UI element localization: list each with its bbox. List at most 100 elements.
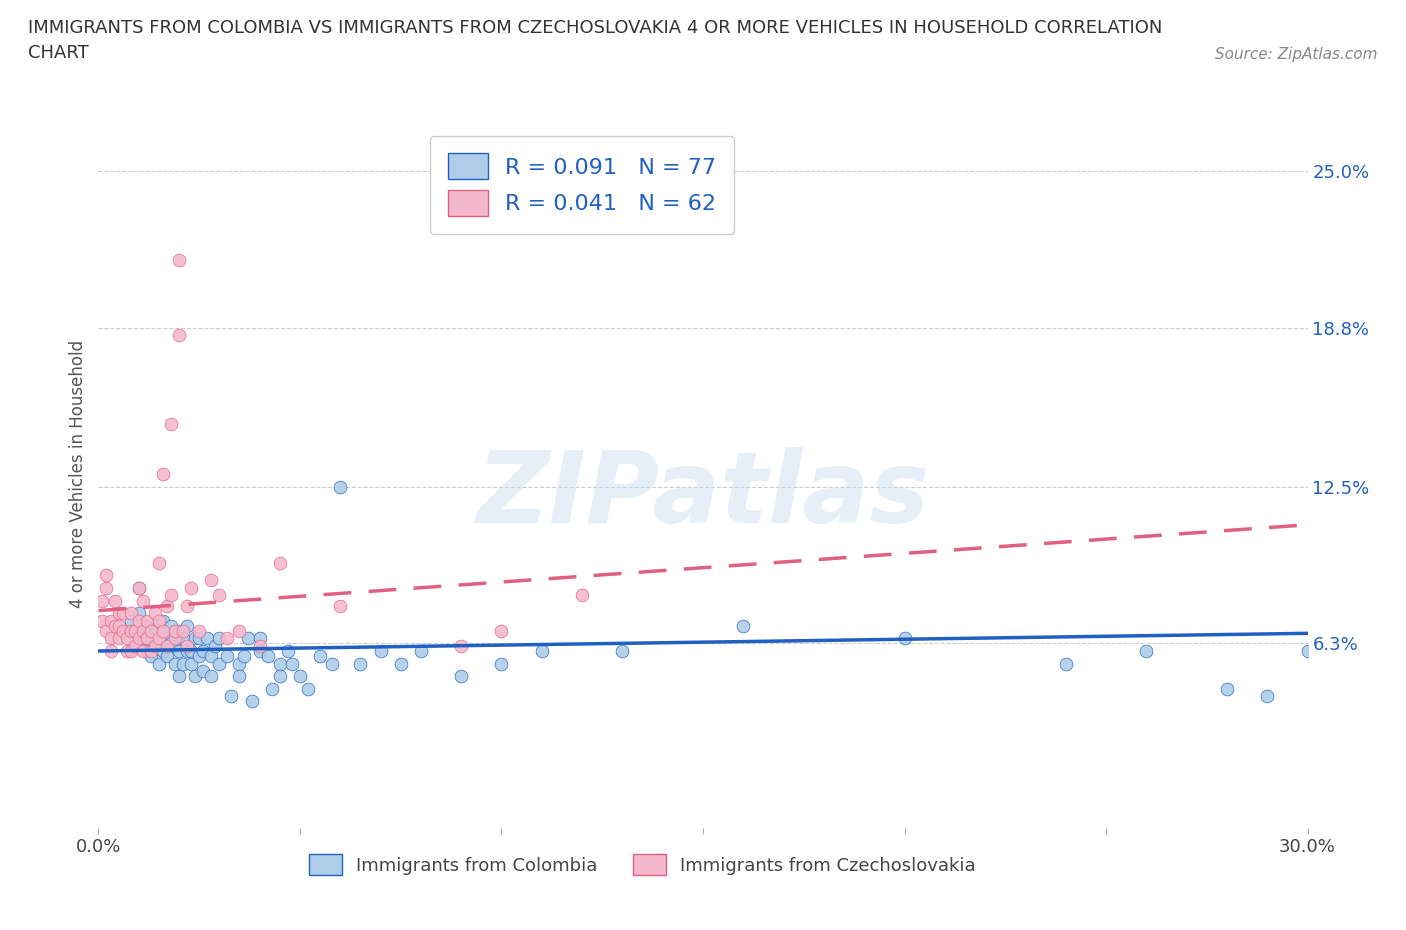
Point — [172, 657, 194, 671]
Point — [135, 618, 157, 633]
Point — [156, 631, 179, 645]
Point — [115, 631, 138, 645]
Point — [309, 648, 332, 663]
Point — [260, 682, 283, 697]
Point — [111, 623, 134, 638]
Point — [132, 644, 155, 658]
Point — [96, 580, 118, 595]
Point — [100, 631, 122, 645]
Point — [530, 644, 553, 658]
Point — [172, 631, 194, 645]
Point — [249, 644, 271, 658]
Point — [124, 623, 146, 638]
Point — [450, 639, 472, 654]
Point — [139, 648, 162, 663]
Point — [160, 636, 183, 651]
Point — [188, 648, 211, 663]
Point — [96, 623, 118, 638]
Point — [100, 644, 122, 658]
Point — [163, 631, 186, 645]
Point — [249, 631, 271, 645]
Point — [124, 623, 146, 638]
Point — [107, 618, 129, 633]
Point — [228, 623, 250, 638]
Point — [143, 639, 166, 654]
Point — [269, 657, 291, 671]
Point — [217, 631, 239, 645]
Point — [893, 631, 915, 645]
Point — [148, 657, 170, 671]
Point — [281, 657, 304, 671]
Point — [204, 639, 226, 654]
Point — [240, 694, 263, 709]
Point — [176, 639, 198, 654]
Point — [152, 644, 174, 658]
Point — [176, 644, 198, 658]
Point — [143, 605, 166, 620]
Point — [193, 644, 215, 658]
Point — [208, 657, 231, 671]
Point — [128, 631, 150, 645]
Point — [160, 618, 183, 633]
Point — [1216, 682, 1239, 697]
Point — [180, 644, 202, 658]
Point — [167, 252, 190, 267]
Point — [269, 555, 291, 570]
Point — [163, 639, 186, 654]
Point — [491, 623, 513, 638]
Point — [269, 669, 291, 684]
Point — [228, 657, 250, 671]
Point — [321, 657, 343, 671]
Point — [135, 613, 157, 628]
Point — [188, 623, 211, 638]
Text: ZIPatlas: ZIPatlas — [477, 447, 929, 544]
Point — [128, 613, 150, 628]
Point — [103, 593, 125, 608]
Point — [200, 573, 222, 588]
Point — [176, 598, 198, 613]
Point — [217, 648, 239, 663]
Point — [124, 639, 146, 654]
Point — [733, 618, 755, 633]
Point — [143, 639, 166, 654]
Point — [148, 623, 170, 638]
Point — [1256, 689, 1278, 704]
Point — [135, 631, 157, 645]
Point — [329, 598, 352, 613]
Point — [156, 648, 179, 663]
Point — [128, 605, 150, 620]
Point — [180, 580, 202, 595]
Point — [329, 480, 352, 495]
Point — [409, 644, 432, 658]
Point — [288, 669, 311, 684]
Point — [200, 648, 222, 663]
Legend: Immigrants from Colombia, Immigrants from Czechoslovakia: Immigrants from Colombia, Immigrants fro… — [302, 847, 983, 883]
Point — [221, 689, 243, 704]
Point — [491, 657, 513, 671]
Point — [160, 588, 183, 603]
Point — [115, 644, 138, 658]
Point — [167, 623, 190, 638]
Point — [167, 328, 190, 343]
Point — [180, 657, 202, 671]
Point — [167, 644, 190, 658]
Point — [172, 623, 194, 638]
Point — [120, 613, 142, 628]
Point — [128, 580, 150, 595]
Point — [148, 555, 170, 570]
Point — [128, 580, 150, 595]
Point — [184, 669, 207, 684]
Point — [107, 605, 129, 620]
Point — [91, 613, 114, 628]
Point — [160, 417, 183, 432]
Point — [152, 613, 174, 628]
Point — [450, 669, 472, 684]
Point — [139, 623, 162, 638]
Point — [195, 631, 218, 645]
Point — [236, 631, 259, 645]
Point — [96, 568, 118, 583]
Point — [232, 648, 254, 663]
Point — [139, 631, 162, 645]
Point — [176, 618, 198, 633]
Point — [120, 644, 142, 658]
